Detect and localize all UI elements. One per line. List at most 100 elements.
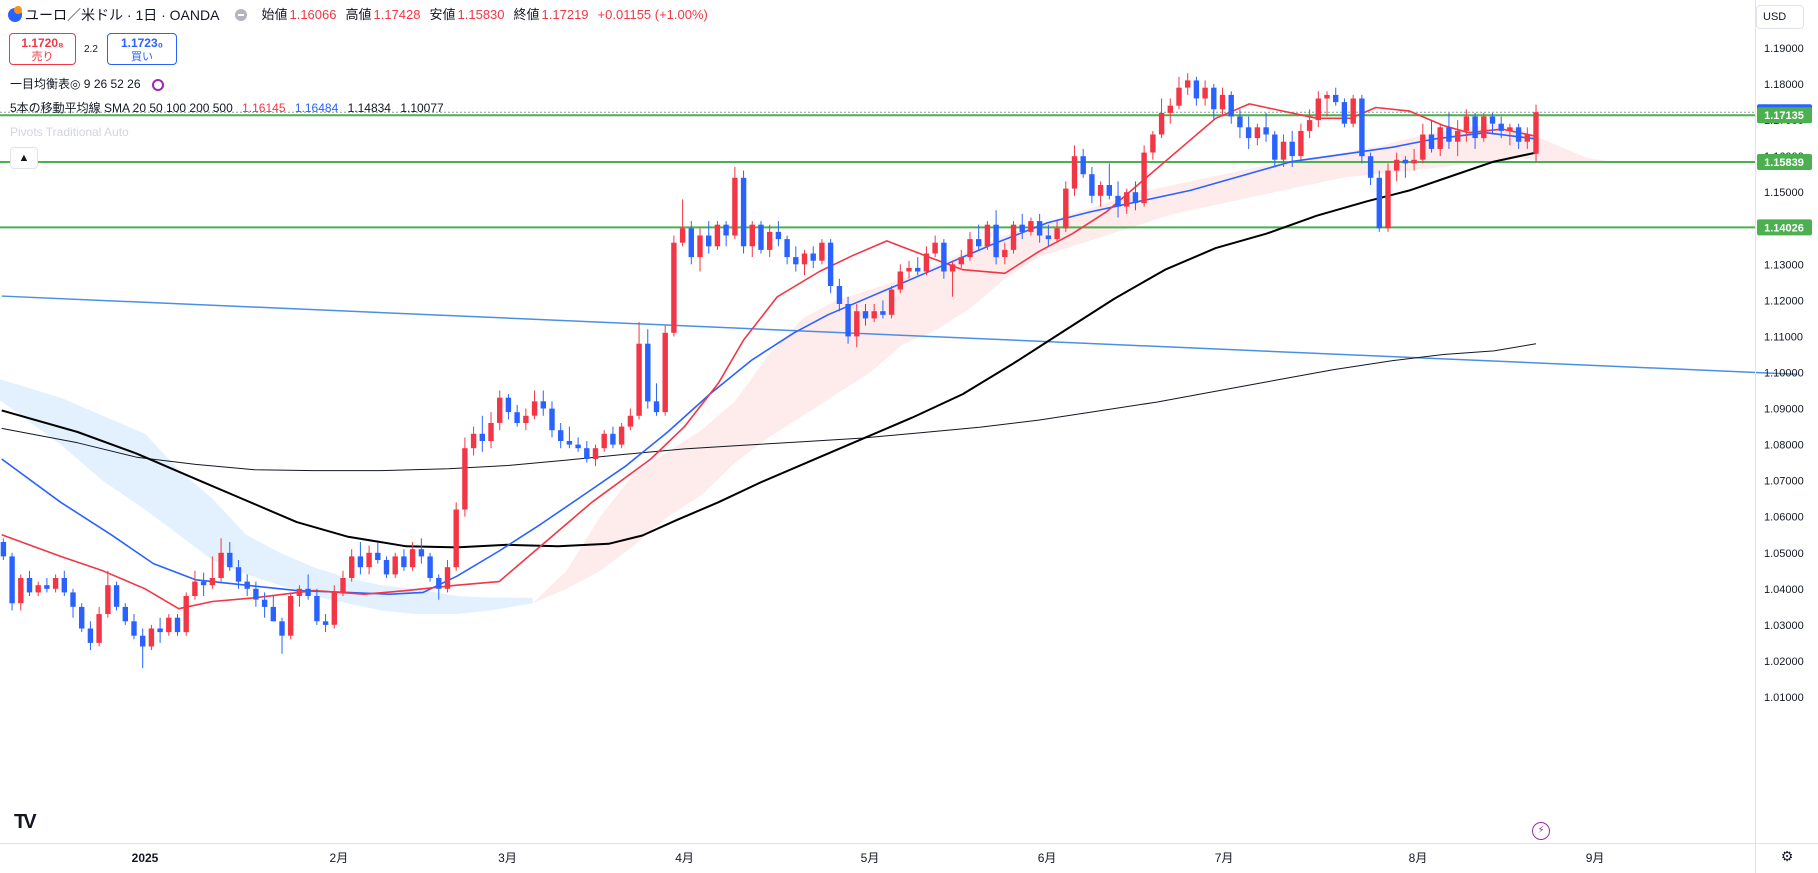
currency-selector[interactable]: USD: [1756, 5, 1804, 29]
candle-body: [967, 239, 973, 258]
candle-body: [732, 177, 738, 236]
candle-body: [854, 311, 860, 337]
collapse-legend-button[interactable]: ▲: [10, 147, 38, 169]
candle-body: [1071, 156, 1078, 189]
candle-body: [1402, 159, 1409, 164]
candle-body: [462, 448, 468, 510]
candle-body: [87, 628, 94, 643]
lightning-icon[interactable]: ⚡: [1532, 822, 1550, 840]
candle-body: [218, 552, 224, 578]
candle-body: [96, 614, 102, 643]
low-label: 安値: [429, 7, 456, 22]
x-tick-label: 2月: [330, 851, 349, 865]
sma50-line: [1, 131, 1537, 595]
candle-body: [192, 581, 198, 596]
x-tick-label: 5月: [861, 851, 880, 865]
candle-body: [244, 581, 250, 589]
candle-body: [923, 253, 930, 272]
candle-body: [1289, 141, 1295, 157]
spread-value: 2.2: [84, 44, 98, 55]
candle-body: [227, 552, 233, 568]
market-status-icon[interactable]: [235, 9, 248, 21]
candle-body: [357, 556, 364, 568]
y-tick-label: 1.08000: [1764, 440, 1804, 452]
candle-body: [984, 224, 991, 247]
high-value: 1.17428: [373, 7, 421, 22]
candle-body: [1280, 141, 1287, 160]
x-tick-label: 9月: [1586, 851, 1605, 865]
buy-button[interactable]: 1.1723₀ 買い: [107, 33, 177, 65]
sma-label: 5本の移動平均線 SMA 20 50 100 200 500: [10, 101, 233, 115]
candle-body: [915, 267, 921, 272]
candle-body: [1097, 185, 1104, 196]
candle-body: [845, 304, 851, 337]
ichimoku-label: 一目均衡表◎ 9 26 52 26: [10, 77, 141, 91]
candle-body: [401, 556, 407, 568]
x-tick-label: 6月: [1038, 851, 1057, 865]
candle-body: [1045, 235, 1052, 240]
pivot-levels: [0, 111, 1755, 229]
candle-body: [1132, 192, 1139, 203]
tradingview-logo-icon[interactable]: TV: [14, 811, 36, 833]
candle-body: [1124, 192, 1130, 207]
price-label-box: [1757, 219, 1812, 236]
candle-body: [1428, 134, 1435, 149]
candle-body: [1341, 102, 1348, 124]
candle-body: [514, 412, 520, 423]
candle-body: [444, 567, 451, 589]
candle-body: [1002, 249, 1008, 258]
pivots-legend[interactable]: Pivots Traditional Auto: [10, 124, 129, 140]
low-value: 1.15830: [457, 7, 505, 22]
candle-body: [941, 242, 947, 272]
candle-body: [18, 578, 24, 604]
candle-body: [1315, 98, 1321, 121]
candle-body: [70, 592, 76, 607]
sma-value: 1.14834: [347, 101, 391, 115]
y-tick-label: 1.07000: [1764, 476, 1804, 488]
candle-body: [1176, 87, 1182, 106]
y-tick-label: 1.09000: [1764, 404, 1804, 416]
candle-body: [627, 415, 634, 427]
ichimoku-legend[interactable]: 一目均衡表◎ 9 26 52 26: [10, 76, 164, 92]
candle-body: [261, 599, 268, 607]
sell-label: 売り: [31, 51, 54, 63]
candle-body: [836, 286, 843, 304]
candle-body: [1359, 98, 1365, 157]
close-label: 終値: [513, 7, 540, 22]
y-tick-label: 1.15000: [1764, 187, 1804, 199]
sma-value: 1.10077: [400, 101, 444, 115]
candle-body: [270, 606, 276, 622]
candle-body: [1219, 94, 1226, 110]
candle-body: [44, 585, 50, 589]
candle-body: [793, 257, 799, 265]
trendline: [1, 295, 1798, 376]
candle-body: [540, 401, 546, 409]
candle-body: [706, 235, 712, 247]
sell-button[interactable]: 1.1720₈ 売り: [9, 33, 76, 65]
candle-body: [1489, 116, 1496, 124]
candle-body: [976, 239, 982, 247]
candle-body: [1089, 174, 1095, 196]
gear-icon[interactable]: ⚙: [1780, 848, 1794, 864]
candle-body: [1515, 127, 1522, 142]
candle-body: [1420, 134, 1426, 160]
candle-body: [1080, 156, 1086, 175]
candle-body: [958, 257, 964, 265]
candle-body: [671, 242, 677, 333]
candle-body: [383, 560, 390, 575]
candle-body: [9, 556, 15, 604]
symbol-title[interactable]: ユーロ／米ドル · 1日 · OANDA: [25, 7, 220, 23]
candle-body: [862, 311, 869, 319]
sma-legend[interactable]: 5本の移動平均線 SMA 20 50 100 200 500 1.16145 1…: [10, 100, 444, 116]
candle-body: [1193, 80, 1200, 99]
candle-body: [784, 239, 790, 258]
open-value: 1.16066: [289, 7, 337, 22]
candle-body: [653, 401, 660, 413]
open-label: 始値: [261, 7, 288, 22]
bearish-cloud: [532, 123, 1612, 604]
candle-body: [1054, 228, 1060, 240]
y-tick-label: 1.19000: [1764, 43, 1804, 55]
y-tick-label: 1.11000: [1764, 331, 1803, 343]
candle-body: [453, 509, 459, 568]
